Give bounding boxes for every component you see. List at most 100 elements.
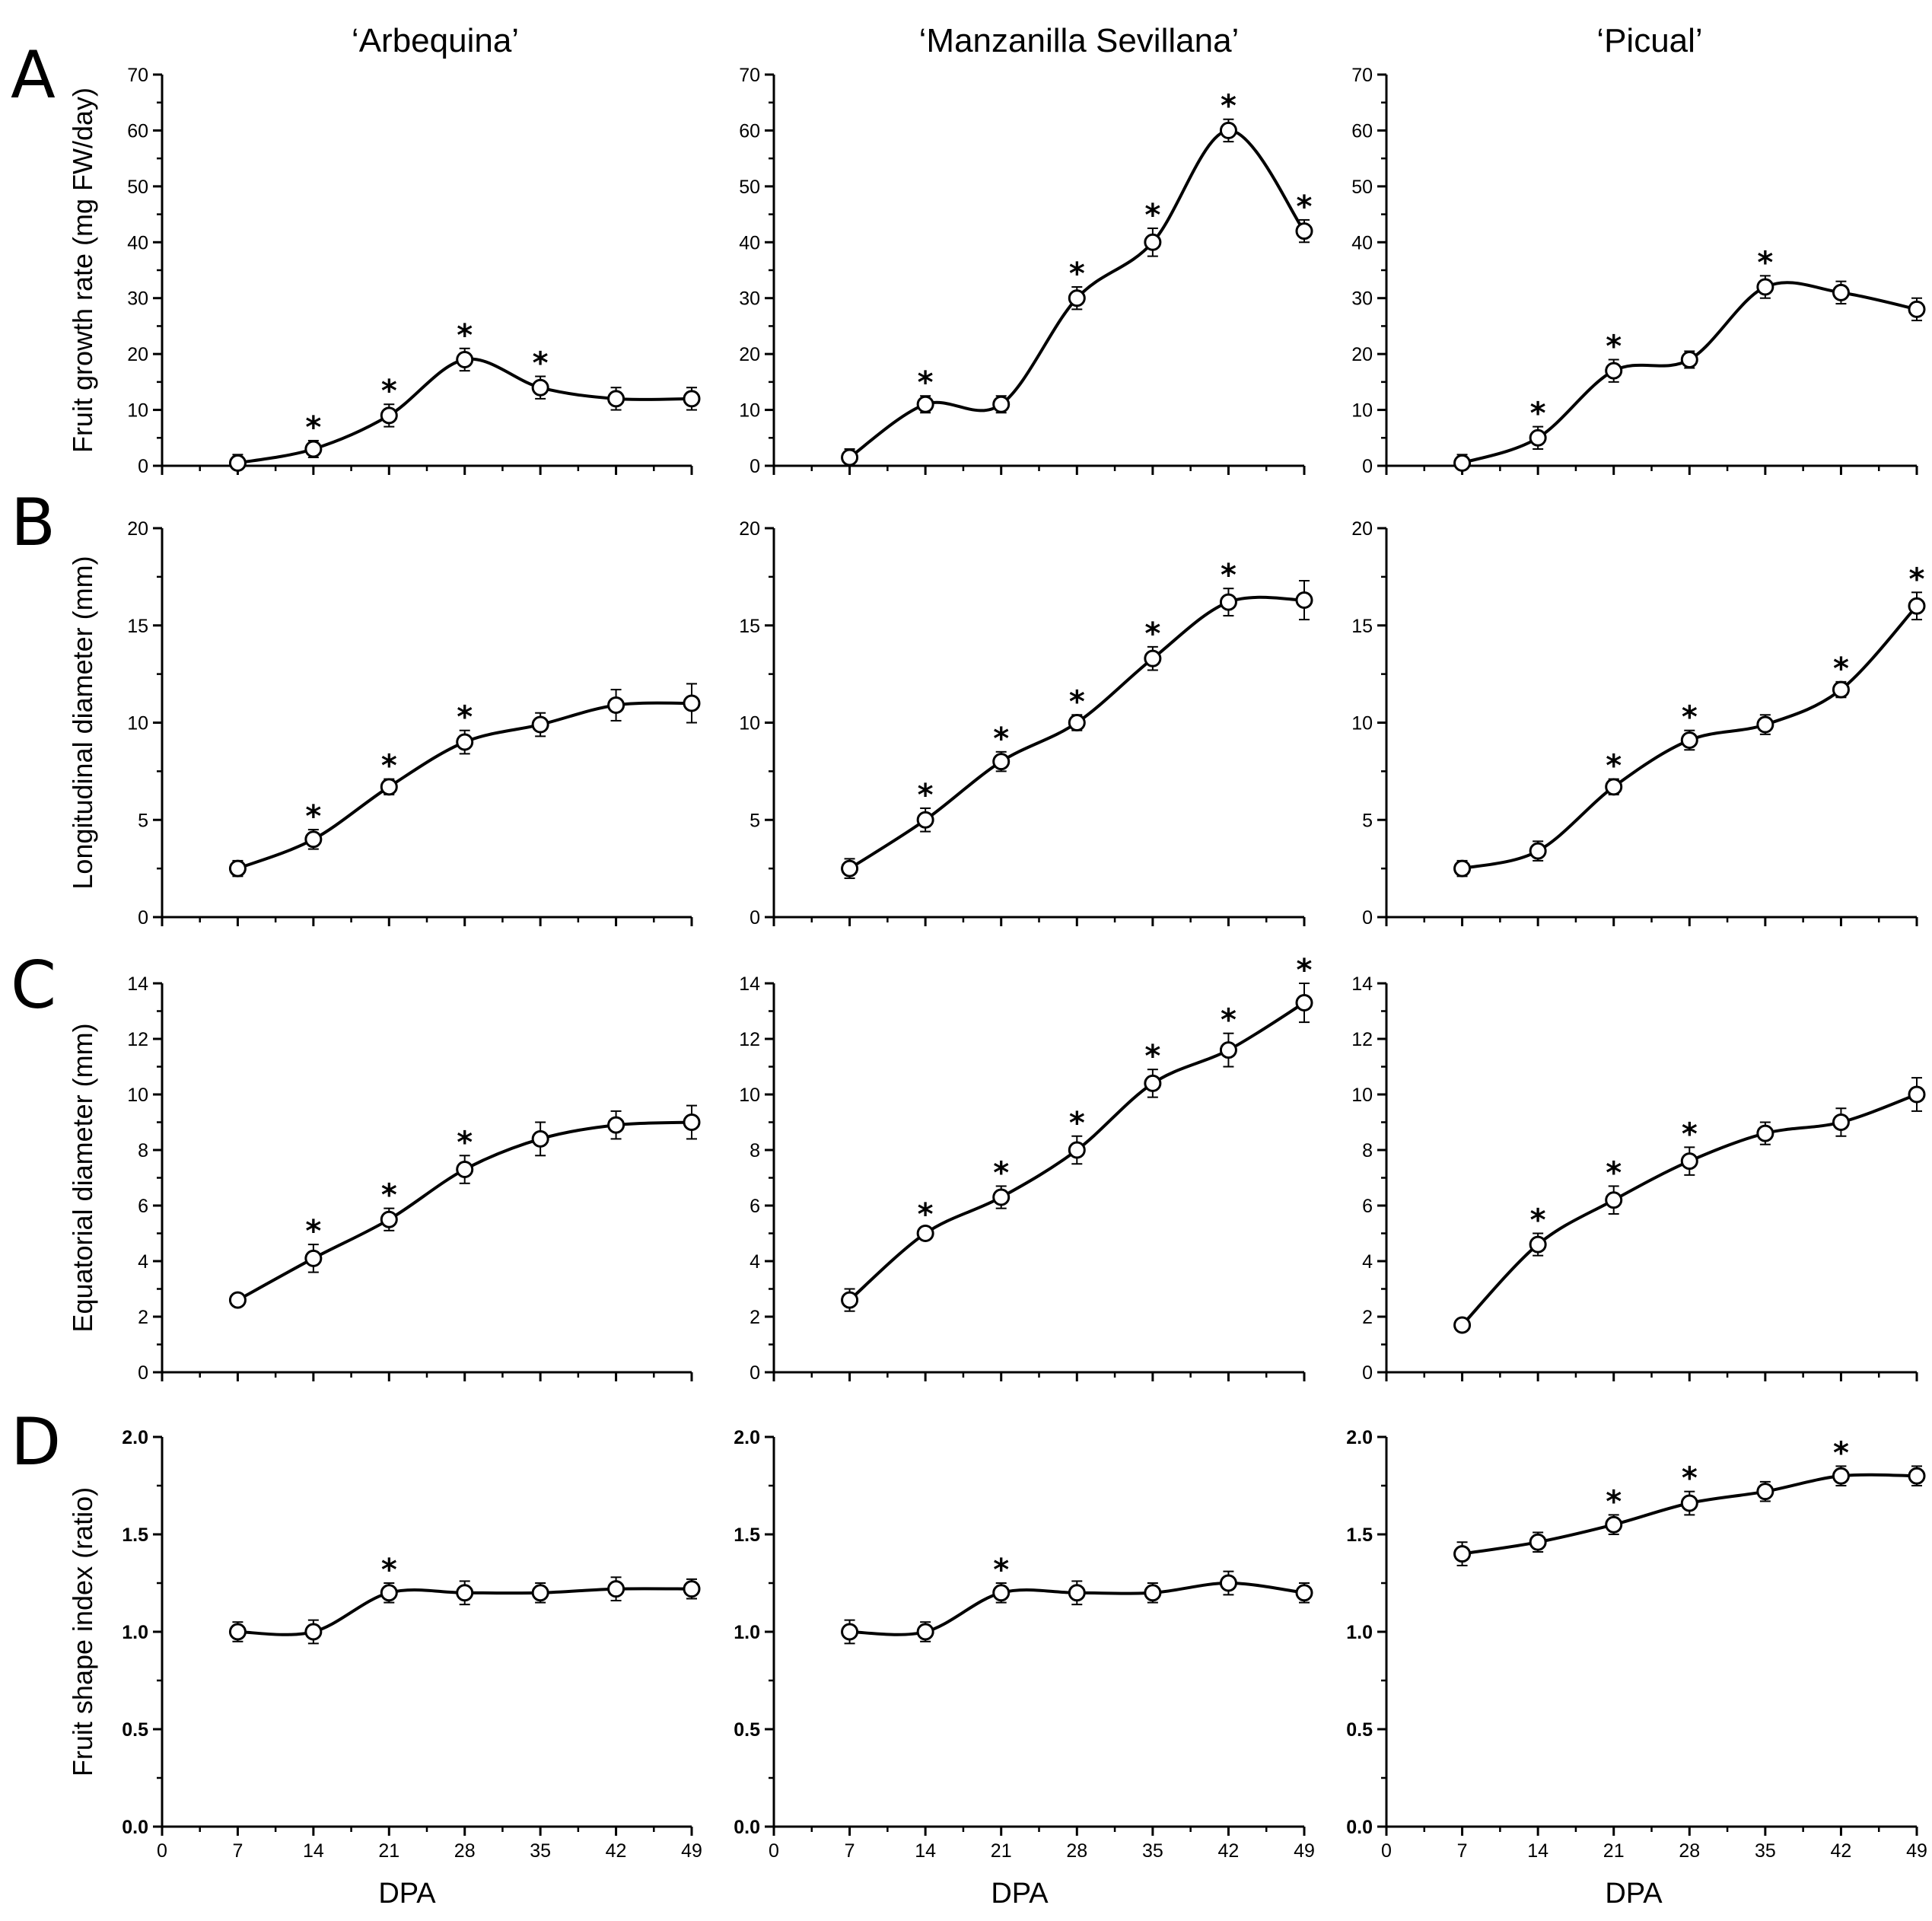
y-tick-label: 12 xyxy=(127,1029,148,1050)
data-point xyxy=(1605,362,1623,380)
y-tick-label: 30 xyxy=(1351,288,1373,310)
data-point xyxy=(841,1623,859,1641)
x-tick-label: 7 xyxy=(232,1840,243,1862)
data-point xyxy=(228,454,247,472)
y-tick-label: 4 xyxy=(138,1251,148,1273)
y-tick-label: 1.5 xyxy=(734,1524,760,1546)
data-point xyxy=(1832,1113,1850,1131)
y-tick-label: 60 xyxy=(739,120,760,142)
y-tick-label: 40 xyxy=(1351,232,1373,253)
data-point xyxy=(1908,597,1926,615)
data-point xyxy=(1219,121,1237,139)
data-point xyxy=(1680,1494,1698,1512)
x-tick-label: 49 xyxy=(1906,1840,1927,1862)
y-tick-label: 0 xyxy=(138,1362,148,1384)
y-tick-label: 2 xyxy=(1362,1307,1373,1328)
significance-star: * xyxy=(1682,700,1698,735)
panel-d-arbequina: 0.0 0.5 1.0 1.5 2.0 0 7 14 21 28 35 42 49 Fruit shape… xyxy=(67,1427,702,1862)
x-axis-label-col-3: DPA xyxy=(1605,1878,1663,1910)
row-letter-a: A xyxy=(11,37,56,113)
significance-star: * xyxy=(381,1553,397,1588)
y-tick-label: 70 xyxy=(1351,65,1373,86)
data-point xyxy=(1756,1483,1774,1501)
x-axis-label-col-1: DPA xyxy=(378,1878,436,1910)
y-tick-label: 50 xyxy=(127,177,148,198)
data-point xyxy=(683,1580,701,1598)
significance-star: * xyxy=(305,799,321,834)
data-point xyxy=(1295,1584,1313,1602)
data-point xyxy=(1680,1152,1698,1171)
data-point xyxy=(1680,350,1698,368)
y-tick-label: 0.5 xyxy=(122,1719,148,1741)
data-point xyxy=(1529,842,1547,860)
data-point xyxy=(683,390,701,408)
data-point xyxy=(1908,300,1926,318)
y-tick-label: 0.0 xyxy=(1346,1817,1373,1838)
y-tick-label: 50 xyxy=(739,177,760,198)
significance-star: * xyxy=(1144,198,1160,233)
x-tick-label: 0 xyxy=(1381,1840,1392,1862)
data-point xyxy=(1756,278,1774,296)
significance-star: * xyxy=(1606,749,1622,784)
data-point xyxy=(304,830,323,849)
significance-star: * xyxy=(381,749,397,784)
significance-star: * xyxy=(918,778,934,813)
data-point xyxy=(916,395,934,413)
panel-b-manzanilla: 0 5 10 15 20 * * * * * xyxy=(739,518,1313,929)
panel-a-picual: 0 10 20 30 40 50 60 70 * * * xyxy=(1351,65,1926,477)
x-tick-label: 49 xyxy=(1294,1840,1315,1862)
y-tick-label: 14 xyxy=(1351,973,1373,995)
significance-star: * xyxy=(305,410,321,445)
data-point xyxy=(531,378,549,397)
x-tick-label: 35 xyxy=(1755,1840,1776,1862)
y-tick-label: 1.0 xyxy=(1346,1622,1373,1643)
y-tick-label: 60 xyxy=(1351,120,1373,142)
y-axis-label: Fruit shape index (ratio) xyxy=(67,1487,98,1776)
x-tick-label: 14 xyxy=(915,1840,936,1862)
data-point xyxy=(380,1584,398,1602)
data-point xyxy=(228,1623,247,1641)
data-point xyxy=(607,1580,625,1598)
y-tick-label: 1.5 xyxy=(1346,1524,1373,1546)
significance-star: * xyxy=(918,1197,934,1232)
data-point xyxy=(1756,715,1774,734)
significance-star: * xyxy=(1297,953,1313,988)
data-point xyxy=(683,1113,701,1131)
data-point xyxy=(1605,1191,1623,1209)
significance-star: * xyxy=(1606,1484,1622,1519)
significance-star: * xyxy=(457,700,473,735)
significance-star: * xyxy=(381,1178,397,1213)
y-tick-label: 2.0 xyxy=(734,1427,760,1448)
significance-star: * xyxy=(1757,245,1773,280)
x-tick-label: 28 xyxy=(1066,1840,1087,1862)
data-point xyxy=(1908,1085,1926,1104)
significance-star: * xyxy=(1682,1461,1698,1496)
y-tick-label: 14 xyxy=(739,973,760,995)
data-point xyxy=(1453,1316,1472,1334)
data-point xyxy=(916,1623,934,1641)
panel-a-manzanilla: 0 10 20 30 40 50 60 70 * * * * * xyxy=(739,65,1313,477)
y-tick-label: 0 xyxy=(1362,1362,1373,1384)
data-point xyxy=(1219,1574,1237,1592)
y-tick-label: 70 xyxy=(739,65,760,86)
significance-star: * xyxy=(918,365,934,400)
data-point xyxy=(992,753,1011,771)
y-tick-label: 10 xyxy=(739,1085,760,1106)
x-tick-label: 0 xyxy=(769,1840,779,1862)
y-axis-label: Longitudinal diameter (mm) xyxy=(67,556,98,889)
data-point xyxy=(841,448,859,467)
y-tick-label: 1.0 xyxy=(122,1622,148,1643)
data-point xyxy=(1605,1515,1623,1534)
y-tick-label: 4 xyxy=(1362,1251,1373,1273)
data-point xyxy=(1068,1141,1086,1159)
y-tick-label: 10 xyxy=(127,400,148,422)
x-tick-label: 42 xyxy=(606,1840,627,1862)
data-point xyxy=(456,1584,474,1602)
y-tick-label: 2 xyxy=(750,1307,760,1328)
y-tick-label: 20 xyxy=(739,344,760,365)
column-title-arbequina: ‘Arbequina’ xyxy=(352,22,519,59)
panel-b-arbequina: 0 5 10 15 20 Longitudinal diameter (mm) * * * xyxy=(67,518,701,929)
data-point xyxy=(841,1291,859,1309)
x-tick-label: 28 xyxy=(1679,1840,1700,1862)
